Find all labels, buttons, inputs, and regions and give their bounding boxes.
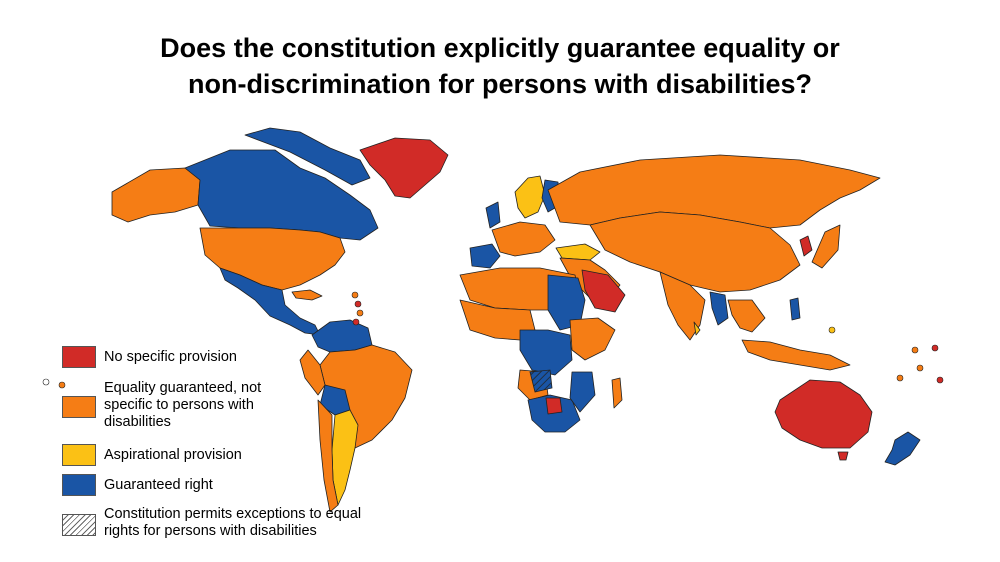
island-dot [58,381,66,389]
region-western-europe [491,221,556,257]
region-australia [774,379,873,449]
island-dot [352,318,360,326]
region-central-asia [589,211,801,293]
island-dot [354,300,362,308]
legend-item-exceptions: Constitution permits exceptions to equal… [62,506,394,540]
region-canada [184,149,379,241]
region-turkey [555,243,601,261]
region-new-zealand [884,431,921,466]
region-indonesia [741,339,851,371]
legend-swatch-no-provision [62,346,96,368]
map-title-line2: non-discrimination for persons with disa… [187,69,813,99]
island-dot [351,291,359,299]
region-central-africa [519,329,573,376]
region-greenland [359,137,449,199]
legend-swatch-equality-general [62,396,96,418]
region-myanmar [709,291,729,326]
region-mozambique [569,371,596,413]
legend-item-aspirational: Aspirational provision [62,444,394,466]
region-peru [299,349,326,396]
legend-label-aspirational: Aspirational provision [104,447,242,463]
region-korea [799,235,813,257]
region-botswana [545,397,563,415]
island-dot [936,376,944,384]
island-dot [916,364,924,372]
region-alaska [111,167,201,223]
region-caribbean [291,289,323,301]
region-east-africa [569,317,616,361]
island-dot [42,378,50,386]
map-title: Does the constitution explicitly guarant… [0,30,1000,102]
region-chile [317,399,339,513]
map-title-line1: Does the constitution explicitly guarant… [160,33,840,63]
region-southeast-asia [727,299,766,333]
legend-item-guaranteed: Guaranteed right [62,474,394,496]
region-canada-islands [244,127,371,186]
legend-swatch-guaranteed [62,474,96,496]
region-hatched-exception [529,369,553,393]
island-dot [356,309,364,317]
region-scandinavia [514,175,546,219]
island-dot [828,326,836,334]
legend-label-exceptions: Constitution permits exceptions to equal… [104,506,362,539]
region-uk [485,201,501,229]
legend-label-equality-general: Equality guaranteed, not specific to per… [104,380,262,430]
legend-label-guaranteed: Guaranteed right [104,477,213,493]
legend-item-no-provision: No specific provision [62,346,394,368]
legend-swatch-exceptions [62,514,96,536]
region-philippines [789,297,801,321]
legend-label-no-provision: No specific provision [104,349,237,365]
island-dot [896,374,904,382]
island-dot [911,346,919,354]
legend-item-equality-general: Equality guaranteed, not specific to per… [62,380,284,431]
region-sri-lanka [693,321,701,336]
legend-swatch-aspirational [62,444,96,466]
region-tasmania [837,451,849,461]
region-saudi-arabia [581,269,626,313]
region-iberia [469,243,501,269]
region-japan [811,224,841,269]
region-usa [199,227,346,291]
island-dot [931,344,939,352]
region-madagascar [611,377,623,409]
